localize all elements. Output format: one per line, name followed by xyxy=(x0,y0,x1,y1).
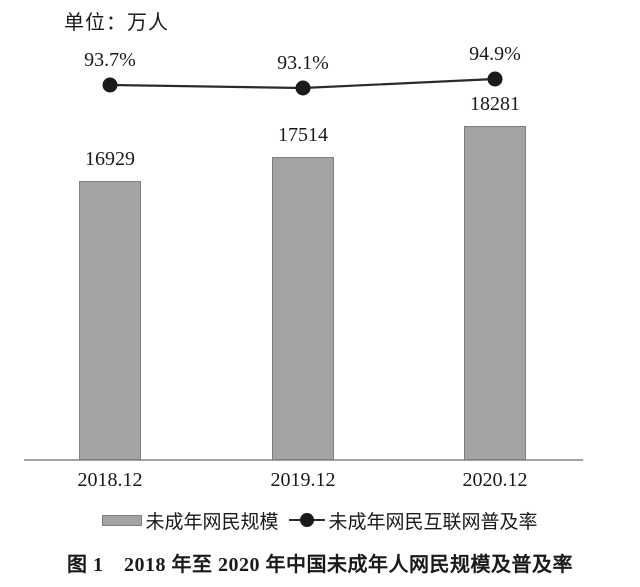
x-axis-label: 2020.12 xyxy=(462,469,528,491)
percent-label: 93.7% xyxy=(84,49,136,71)
x-axis-label: 2018.12 xyxy=(77,469,143,491)
x-axis-label: 2019.12 xyxy=(270,469,336,491)
line-dot-icon xyxy=(295,80,311,96)
percent-label: 93.1% xyxy=(277,52,329,74)
legend: 未成年网民规模 未成年网民互联网普及率 xyxy=(0,507,640,533)
bar xyxy=(79,180,141,460)
figure-caption: 图 1 2018 年至 2020 年中国未成年人网民规模及普及率 xyxy=(67,554,573,576)
legend-line-label: 未成年网民互联网普及率 xyxy=(328,511,538,533)
percent-label: 94.9% xyxy=(469,43,521,65)
legend-bar-label: 未成年网民规模 xyxy=(145,511,279,533)
unit-label: 单位：万人 xyxy=(64,12,169,34)
bar-value-label: 16929 xyxy=(85,147,135,170)
legend-line-dot-icon xyxy=(299,513,314,527)
legend-bar-swatch xyxy=(102,514,143,526)
bar-value-label: 18281 xyxy=(470,93,520,115)
bar-value-label: 17514 xyxy=(278,123,328,146)
x-axis-line xyxy=(24,459,583,461)
legend-line-marker xyxy=(288,513,325,528)
bar xyxy=(272,156,334,460)
line-dot-icon xyxy=(487,71,503,87)
line-dot-icon xyxy=(102,77,118,93)
bar xyxy=(464,126,526,460)
